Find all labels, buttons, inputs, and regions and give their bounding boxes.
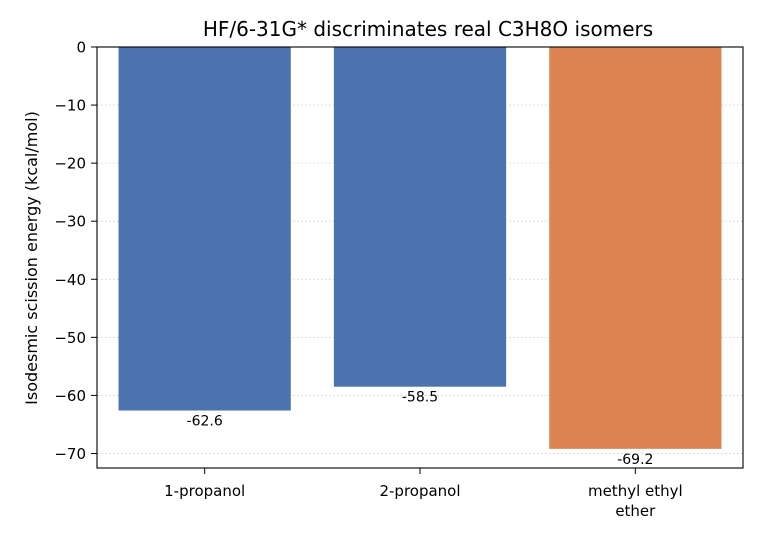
y-axis-title: Isodesmic scission energy (kcal/mol) [22, 111, 41, 405]
data-labels: -62.6 -58.5 -69.2 [187, 390, 654, 468]
chart-title: HF/6-31G* discriminates real C3H8O isome… [203, 17, 653, 41]
bar-value-label: -58.5 [402, 390, 438, 406]
y-tick-label: −20 [54, 155, 86, 173]
x-tick-label: 1-propanol [164, 482, 245, 500]
x-tick-label: methyl ethyl ether [588, 482, 683, 520]
y-tick-label: −10 [54, 97, 86, 115]
bar [549, 47, 722, 449]
x-tick-label: 2-propanol [379, 482, 460, 500]
bar-value-label: -69.2 [617, 452, 653, 468]
y-tick-label: −50 [54, 329, 86, 347]
y-tick-label: −40 [54, 271, 86, 289]
bars [118, 47, 722, 449]
y-tick-label: −70 [54, 445, 86, 463]
bar [118, 47, 291, 411]
y-axis-ticks: 0 −10 −20 −30 −40 −50 −60 −70 [54, 39, 97, 463]
bar [333, 47, 507, 387]
bar-value-label: -62.6 [187, 414, 223, 430]
x-axis-ticks: 1-propanol 2-propanol methyl ethyl ether [164, 468, 683, 520]
y-tick-label: 0 [76, 39, 86, 57]
y-tick-label: −30 [54, 213, 86, 231]
y-tick-label: −60 [54, 387, 86, 405]
